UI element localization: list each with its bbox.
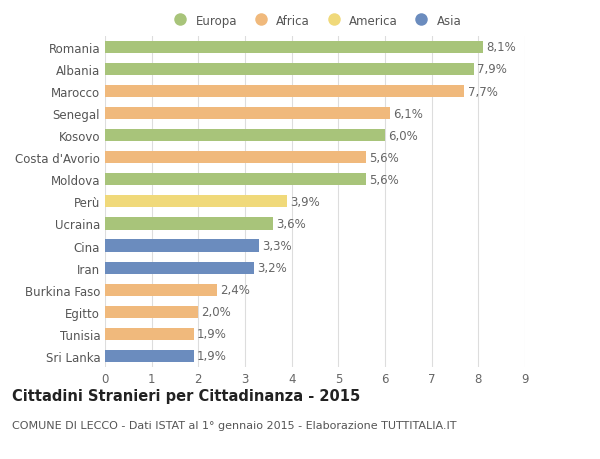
Bar xyxy=(105,328,194,340)
Bar xyxy=(105,152,367,164)
Text: 1,9%: 1,9% xyxy=(197,328,227,341)
Text: 6,0%: 6,0% xyxy=(388,129,418,142)
Bar xyxy=(105,130,385,142)
Text: 6,1%: 6,1% xyxy=(393,107,423,120)
Text: 3,6%: 3,6% xyxy=(276,218,306,230)
Bar xyxy=(105,196,287,208)
Bar xyxy=(105,86,464,98)
Text: 1,9%: 1,9% xyxy=(197,350,227,363)
Text: 2,4%: 2,4% xyxy=(220,284,250,297)
Text: COMUNE DI LECCO - Dati ISTAT al 1° gennaio 2015 - Elaborazione TUTTITALIA.IT: COMUNE DI LECCO - Dati ISTAT al 1° genna… xyxy=(12,420,457,430)
Text: 7,7%: 7,7% xyxy=(467,85,497,98)
Bar xyxy=(105,64,473,76)
Text: 2,0%: 2,0% xyxy=(202,306,232,319)
Legend: Europa, Africa, America, Asia: Europa, Africa, America, Asia xyxy=(169,15,461,28)
Text: Cittadini Stranieri per Cittadinanza - 2015: Cittadini Stranieri per Cittadinanza - 2… xyxy=(12,388,360,403)
Text: 3,3%: 3,3% xyxy=(262,240,292,252)
Bar xyxy=(105,42,483,54)
Text: 5,6%: 5,6% xyxy=(370,174,400,186)
Bar xyxy=(105,108,389,120)
Bar xyxy=(105,284,217,296)
Bar xyxy=(105,174,367,186)
Text: 8,1%: 8,1% xyxy=(486,41,516,54)
Text: 3,9%: 3,9% xyxy=(290,196,320,208)
Bar xyxy=(105,262,254,274)
Bar xyxy=(105,240,259,252)
Text: 3,2%: 3,2% xyxy=(257,262,287,274)
Text: 5,6%: 5,6% xyxy=(370,151,400,164)
Bar xyxy=(105,218,273,230)
Bar xyxy=(105,350,194,362)
Bar xyxy=(105,306,199,318)
Text: 7,9%: 7,9% xyxy=(477,63,507,76)
